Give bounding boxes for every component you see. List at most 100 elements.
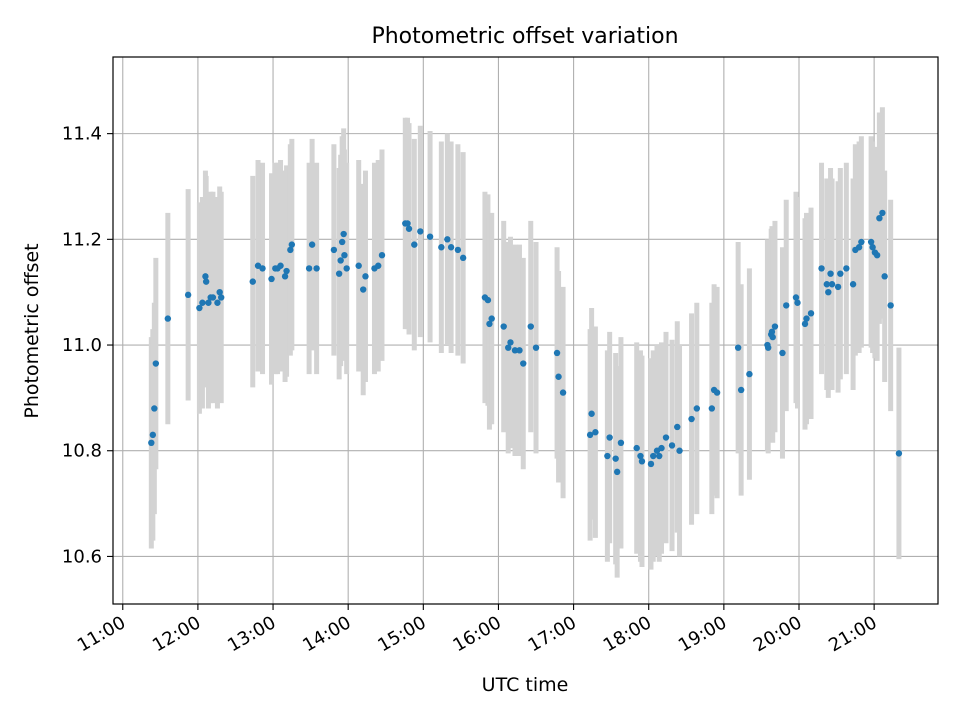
data-point	[764, 344, 772, 351]
data-point	[199, 299, 206, 306]
data-point	[281, 273, 289, 280]
data-point	[341, 251, 348, 259]
data-point	[375, 262, 382, 269]
data-point	[771, 323, 779, 330]
data-point	[668, 442, 676, 449]
data-point	[511, 347, 519, 354]
data-point	[330, 246, 338, 254]
data-point	[803, 315, 810, 322]
data-point	[647, 460, 655, 468]
data-point	[837, 270, 844, 277]
data-point	[828, 281, 836, 288]
data-point	[779, 349, 786, 357]
data-point	[693, 405, 701, 412]
data-point	[202, 273, 209, 280]
data-point	[202, 278, 210, 285]
data-point	[688, 415, 695, 423]
data-point	[488, 315, 495, 322]
data-point	[505, 344, 512, 351]
data-point	[879, 209, 886, 217]
data-point	[555, 373, 562, 380]
data-point	[604, 452, 611, 460]
data-point	[362, 273, 369, 280]
data-point	[196, 304, 203, 312]
data-point	[553, 349, 561, 357]
data-point	[843, 265, 850, 272]
data-point	[340, 230, 347, 238]
data-point	[438, 244, 445, 251]
data-point	[500, 323, 507, 330]
data-point	[532, 344, 540, 351]
data-point	[516, 347, 523, 354]
data-point	[633, 444, 640, 452]
data-point	[287, 246, 294, 254]
data-point	[794, 299, 801, 306]
data-points	[148, 209, 903, 476]
data-point	[807, 310, 815, 317]
data-point	[887, 302, 894, 309]
data-point	[737, 386, 745, 394]
data-point	[869, 244, 876, 251]
data-point	[895, 450, 903, 457]
data-point	[559, 389, 567, 396]
x-axis-label: UTC time	[482, 674, 569, 696]
y-axis-label: Photometric offset	[21, 243, 43, 418]
data-point	[792, 294, 800, 301]
data-point	[713, 389, 721, 396]
data-point	[404, 220, 411, 227]
data-point	[769, 333, 776, 341]
data-point	[338, 238, 346, 246]
data-point	[216, 288, 223, 296]
data-point	[823, 281, 830, 288]
chart-title: Photometric offset variation	[371, 24, 678, 49]
data-point	[612, 455, 619, 462]
data-point	[459, 254, 467, 262]
data-point	[873, 251, 881, 259]
data-point	[360, 286, 367, 293]
data-point	[444, 236, 451, 243]
data-point	[151, 405, 158, 412]
data-point	[209, 294, 217, 301]
data-point	[818, 265, 825, 272]
data-point	[606, 434, 613, 441]
data-point	[378, 251, 386, 259]
data-point	[447, 244, 455, 251]
data-point	[801, 320, 809, 328]
data-point	[486, 320, 493, 328]
data-point	[454, 246, 462, 254]
data-point	[834, 283, 842, 291]
data-point	[662, 434, 670, 441]
data-point	[637, 452, 644, 460]
data-point	[417, 228, 424, 235]
data-point	[337, 257, 344, 264]
data-point	[876, 214, 883, 222]
data-point	[658, 444, 665, 452]
data-point	[283, 267, 290, 275]
data-point	[507, 339, 514, 346]
data-point	[426, 233, 434, 240]
data-point	[520, 360, 527, 367]
data-point	[277, 262, 284, 269]
data-point	[867, 238, 875, 246]
data-point	[638, 458, 646, 465]
data-point	[676, 447, 683, 454]
plot-frame	[112, 56, 939, 605]
data-point	[288, 241, 296, 248]
data-point	[313, 265, 320, 272]
data-point	[734, 344, 742, 351]
data-point	[768, 328, 776, 336]
data-point	[586, 431, 594, 439]
data-point	[217, 294, 225, 301]
data-point	[343, 265, 350, 272]
data-point	[308, 241, 316, 248]
y-axis: 10.6 10.8 11.0 11.2 11.4	[62, 124, 113, 567]
data-point	[268, 275, 275, 283]
data-point	[650, 452, 657, 460]
data-point	[214, 299, 221, 306]
y-tick-label: 11.2	[62, 229, 102, 250]
data-point	[746, 370, 753, 378]
data-point	[858, 238, 865, 246]
data-point	[405, 225, 413, 232]
data-point	[249, 278, 256, 285]
